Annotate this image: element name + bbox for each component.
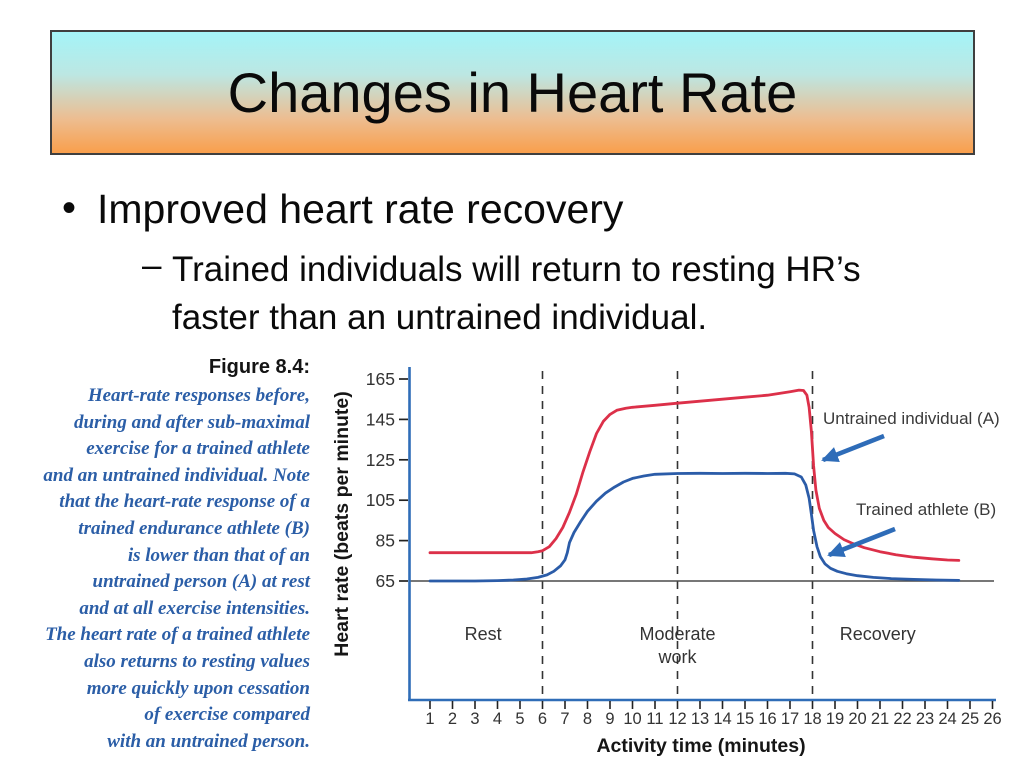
y-tick-label: 105 [366, 490, 395, 510]
x-tick-label: 25 [961, 710, 979, 728]
x-tick-label: 14 [713, 710, 731, 728]
x-tick-label: 20 [848, 710, 866, 728]
x-tick-label: 1 [425, 710, 434, 728]
y-axis-title: Heart rate (beats per minute) [331, 391, 353, 657]
x-tick-label: 19 [826, 710, 844, 728]
x-axis-title: Activity time (minutes) [596, 735, 805, 757]
x-tick-label: 22 [893, 710, 911, 728]
x-tick-label: 3 [470, 710, 479, 728]
x-tick-label: 9 [605, 710, 614, 728]
figure-caption-line: during and after sub-maximal [74, 411, 310, 433]
x-tick-label: 12 [668, 710, 686, 728]
figure-caption-line: of exercise compared [144, 704, 310, 726]
figure-caption-lines: Heart-rate responses before, during and a… [6, 383, 310, 755]
phase-label: work [657, 647, 697, 667]
figure-caption-line: untrained person (A) at rest [92, 571, 310, 593]
y-tick-group: 65 85 105 125 145 165 [366, 369, 408, 591]
x-tick-label: 16 [758, 710, 776, 728]
phase-label-group: Rest Moderate work Recovery [465, 624, 916, 667]
sub-bullet-text: Trained individuals will return to resti… [172, 246, 861, 342]
x-tick-label: 18 [803, 710, 821, 728]
figure-caption-line: and at all exercise intensities. [79, 597, 310, 619]
bullet-text: Improved heart rate recovery [97, 186, 624, 232]
sub-bullet-line-2: faster than an untrained individual. [172, 298, 708, 337]
x-tick-label: 11 [646, 710, 663, 728]
y-tick-label: 85 [376, 531, 395, 551]
title-banner: Changes in Heart Rate [50, 30, 975, 155]
figure-caption-line: with an untrained person. [107, 730, 310, 752]
annotation-arrow [827, 526, 896, 558]
figure-caption-line: is lower than that of an [127, 544, 310, 566]
figure-caption: Figure 8.4: Heart-rate responses before,… [6, 356, 310, 755]
series-curve [428, 471, 961, 583]
annotation-group: Untrained individual (A) Trained athlete … [821, 409, 1000, 558]
figure-caption-line: and an untrained individual. Note [43, 464, 310, 486]
x-tick-label: 4 [493, 710, 502, 728]
figure-caption-line: also returns to resting values [84, 650, 310, 672]
x-tick-label: 17 [781, 710, 799, 728]
series-curve [428, 388, 961, 562]
figure-caption-heading: Figure 8.4: [208, 356, 310, 378]
x-tick-label: 21 [871, 710, 889, 728]
x-tick-group: 1 2 3 4 5 6 7 8 9 10 11 12 13 14 15 16 17 18 19 20 21 22 23 24 2… [425, 701, 1002, 728]
bullet-marker: • [62, 186, 77, 230]
figure-caption-line: exercise for a trained athlete [86, 438, 310, 460]
x-tick-label: 7 [560, 710, 569, 728]
series-curves [428, 388, 961, 583]
x-tick-label: 13 [691, 710, 709, 728]
figure-caption-line: The heart rate of a trained athlete [45, 624, 310, 646]
x-tick-label: 6 [538, 710, 547, 728]
x-tick-label: 2 [448, 710, 457, 728]
y-tick-label: 125 [366, 450, 395, 470]
x-tick-label: 10 [623, 710, 641, 728]
curve-annotation-label: Untrained individual (A) [823, 409, 1000, 428]
x-tick-label: 24 [938, 710, 956, 728]
x-tick-label: 5 [515, 710, 524, 728]
figure-caption-line: trained endurance athlete (B) [78, 517, 310, 539]
annotation-arrow [821, 433, 885, 463]
slide-title: Changes in Heart Rate [227, 61, 798, 124]
x-tick-label: 15 [736, 710, 754, 728]
x-tick-label: 26 [983, 710, 1001, 728]
curve-annotation-label: Trained athlete (B) [856, 500, 996, 519]
phase-divider-lines [541, 371, 814, 700]
y-tick-label: 145 [366, 409, 395, 429]
sub-bullet-line-1: Trained individuals will return to resti… [172, 250, 861, 289]
phase-label: Recovery [840, 624, 916, 644]
figure-caption-line: that the heart-rate response of a [59, 491, 310, 513]
y-tick-label: 65 [376, 571, 395, 591]
phase-label: Rest [465, 624, 502, 644]
phase-label: Moderate [639, 624, 715, 644]
x-tick-label: 8 [583, 710, 592, 728]
figure-caption-line: more quickly upon cessation [86, 677, 310, 699]
x-tick-label: 23 [916, 710, 934, 728]
sub-bullet-marker: – [142, 246, 162, 285]
figure-caption-line: Heart-rate responses before, [87, 385, 310, 406]
y-tick-label: 165 [366, 369, 395, 389]
